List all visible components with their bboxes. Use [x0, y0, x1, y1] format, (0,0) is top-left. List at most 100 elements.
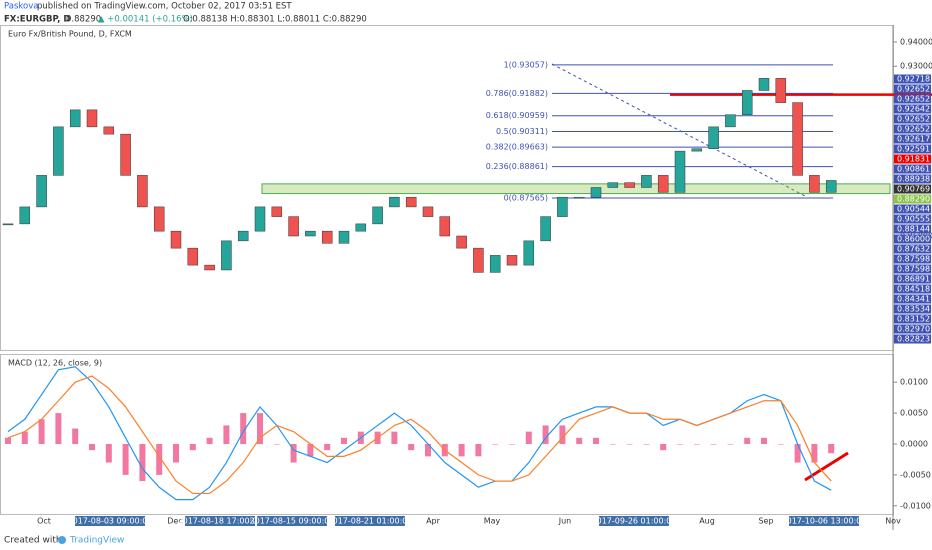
candle: [573, 196, 585, 199]
price-label: 0.90769: [897, 185, 930, 194]
candle: [237, 230, 249, 242]
price-label-bg: [894, 314, 931, 324]
x-tick-label: Dec: [167, 517, 182, 526]
candle: [19, 206, 31, 225]
price-label-bg: [894, 294, 931, 304]
candle: [674, 150, 686, 193]
price-label-bg: [894, 144, 931, 154]
candle: [775, 78, 787, 103]
candle: [540, 216, 551, 242]
x-tick-label: Apr: [426, 517, 441, 526]
price-label-bg: [894, 264, 931, 274]
x-label-bg: [599, 516, 669, 526]
price-label-bg: [894, 104, 931, 114]
histogram-bar: [257, 413, 263, 444]
candle: [36, 175, 47, 208]
x-tick-label: 2017-08-18 17:00:00: [178, 517, 263, 526]
fib-label: 0.786(0.91882): [486, 89, 548, 98]
candle: [2, 223, 14, 226]
author[interactable]: Paskova: [4, 2, 38, 12]
footer-brand[interactable]: TradingView: [69, 536, 124, 546]
price-label: 0.90544: [897, 205, 930, 214]
price-label: 0.92652: [897, 125, 930, 134]
candle: [758, 78, 770, 91]
histogram-bar: [559, 425, 566, 444]
fib-label: 0.5(0.90311): [496, 127, 548, 136]
candle: [103, 126, 115, 135]
price-label: 0.90555: [897, 215, 930, 224]
candle: [641, 175, 652, 188]
candle: [456, 235, 467, 249]
price-label-bg: [894, 184, 931, 194]
candle: [439, 216, 451, 237]
histogram-bar: [223, 425, 230, 444]
fib-label: 1(0.93057): [504, 60, 548, 69]
histogram-bar: [173, 443, 179, 463]
price-label: 0.92718: [897, 75, 930, 84]
x-tick-label: 2017-08-03 09:00:00: [68, 517, 153, 526]
histogram-bar: [744, 437, 751, 444]
histogram-bar: [156, 443, 163, 475]
histogram-bar: [811, 443, 818, 463]
histogram-bar: [391, 431, 398, 444]
histogram-bar: [458, 443, 465, 457]
x-label-bg: [185, 516, 255, 526]
price-label: 0.88938: [897, 175, 930, 184]
macd-tick-label: -0.0050: [900, 470, 931, 479]
price-label: 0.88290: [897, 195, 930, 204]
fib-label: 0.618(0.90959): [486, 111, 548, 120]
x-tick-label: Oct: [37, 517, 51, 526]
price-label: 0.86000: [897, 235, 930, 244]
price-label: 0.84518: [897, 285, 930, 294]
candle: [137, 175, 148, 208]
candle: [187, 247, 199, 266]
chart-title: Euro Fx/British Pound, D, FXCM: [8, 30, 132, 39]
candle: [691, 148, 703, 152]
macd-line: [7, 375, 832, 495]
macd-tick-label: 0.0000: [900, 439, 928, 448]
price-label-bg: [894, 204, 931, 214]
candle: [204, 264, 215, 271]
histogram-bar: [105, 443, 112, 463]
x-tick-label: Aug: [699, 517, 715, 526]
ohlc: O:0.88138 H:0.88301 L:0.88011 C:0.88290: [183, 15, 367, 25]
histogram-bar: [38, 419, 45, 444]
price-label-bg: [894, 324, 931, 334]
price-label-bg: [894, 334, 931, 344]
price-label-bg: [894, 254, 931, 264]
price-label-bg: [894, 214, 931, 224]
price-label-bg: [894, 234, 931, 244]
candle: [53, 126, 64, 176]
candle: [792, 102, 803, 176]
histogram-bar: [206, 437, 213, 444]
candle: [254, 206, 266, 232]
x-tick-label: Nov: [885, 517, 901, 526]
price-label-bg: [894, 304, 931, 314]
candle: [321, 230, 333, 244]
histogram-bar: [139, 443, 146, 482]
histogram-bar: [777, 443, 784, 445]
macd-title: MACD (12, 26, close, 9): [8, 359, 102, 368]
candle: [657, 175, 669, 193]
price-label: 0.82823: [897, 335, 930, 344]
price-label-bg: [894, 274, 931, 284]
change: ▲ +0.00141 (+0.16%): [98, 15, 193, 25]
macd-tick-label: 0.0050: [900, 409, 928, 418]
candle: [221, 240, 232, 271]
symbol: FX:EURGBP, D: [4, 15, 70, 25]
x-label-bg: [335, 516, 405, 526]
histogram-bar: [693, 443, 700, 445]
price-label: 0.86891: [897, 275, 930, 284]
price-label-bg: [894, 244, 931, 254]
price-label: 0.84341: [897, 295, 930, 304]
histogram-bar: [794, 443, 801, 463]
price-label: 0.83152: [897, 315, 930, 324]
histogram-bar: [509, 443, 515, 445]
price-label: 0.83534: [897, 305, 930, 314]
macd-tick-label: -0.0100: [900, 501, 931, 510]
price-label: 0.87598: [897, 265, 930, 274]
histogram-bar: [5, 437, 11, 444]
fib-label: 0.382(0.89663): [486, 143, 548, 152]
candle: [607, 182, 619, 188]
histogram-bar: [626, 443, 633, 445]
